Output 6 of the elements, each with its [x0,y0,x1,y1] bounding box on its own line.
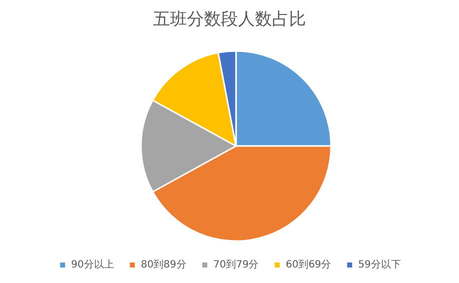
legend-label: 60到69分 [286,258,332,270]
chart-title: 五班分数段人数占比 [153,10,306,30]
legend-label: 80到89分 [140,258,186,270]
legend-label: 59分以下 [358,258,401,270]
legend-label: 70到79分 [213,258,259,270]
legend-label: 90分以上 [71,258,114,270]
